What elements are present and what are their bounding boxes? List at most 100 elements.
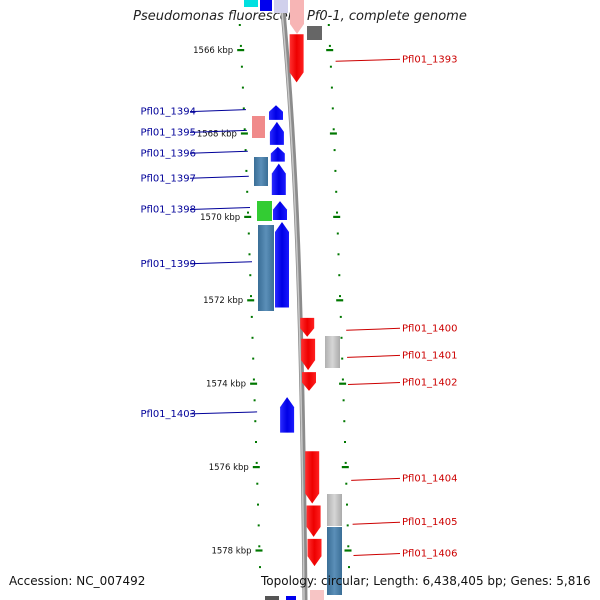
- tick-mark: [345, 482, 348, 485]
- tick-mark: [240, 65, 243, 68]
- partial-feature-top-dark: [307, 26, 322, 40]
- tick-mark: [242, 107, 245, 110]
- gene-label-leader: [347, 382, 401, 385]
- tick-mark: [333, 149, 336, 152]
- tick-mark: [252, 357, 255, 360]
- tick-mark: [346, 524, 349, 527]
- tick-mark: [245, 169, 248, 172]
- kbp-major-tick: [244, 215, 252, 218]
- tick-mark: [247, 232, 250, 235]
- gene-arrow-reverse: [300, 317, 315, 337]
- kbp-major-tick: [333, 215, 341, 218]
- partial-feature-top-lilac: [274, 0, 288, 13]
- tick-mark: [257, 503, 259, 506]
- kbp-major-tick: [326, 49, 334, 52]
- tick-mark: [258, 545, 261, 548]
- kbp-major-tick: [336, 299, 344, 302]
- gene-label: Pfl01_1397: [140, 173, 196, 184]
- gene-arrow-reverse: [289, 34, 304, 83]
- gene-features: Pfl01_1394 Pfl01_1395 Pfl01_1396 Pfl01_1397…: [140, 34, 458, 567]
- gene-label: Pfl01_1404: [402, 473, 458, 484]
- kbp-major-tick: [339, 382, 347, 385]
- kbp-major-tick: [250, 382, 258, 385]
- gene-arrow-forward: [273, 201, 287, 220]
- tick-mark: [347, 545, 350, 548]
- tick-mark: [339, 315, 342, 318]
- gene-label: Pfl01_1394: [140, 107, 196, 118]
- tick-mark: [241, 86, 244, 89]
- tick-mark: [343, 420, 346, 423]
- tick-mark: [335, 190, 338, 193]
- gene-label-leader: [353, 553, 401, 556]
- tick-mark: [252, 378, 255, 381]
- genome-backbone: [279, 0, 308, 600]
- gene-label: Pfl01_1396: [140, 148, 196, 159]
- tick-mark: [332, 128, 335, 131]
- tick-mark: [255, 441, 257, 443]
- gene-label-leader: [352, 521, 401, 525]
- tick-mark: [243, 128, 246, 131]
- kbp-label: 1576 kbp: [209, 463, 249, 473]
- tick-mark: [341, 357, 344, 360]
- gene-label-leader: [351, 477, 401, 481]
- feature-block-green: [257, 201, 272, 221]
- gene-arrow-forward: [280, 397, 295, 433]
- tick-mark: [330, 86, 333, 89]
- partial-feature-top-blue: [260, 0, 272, 11]
- gene-label: Pfl01_1401: [402, 350, 458, 361]
- gene-arrow-reverse: [302, 372, 316, 391]
- feature-block-gray-lower: [327, 494, 342, 526]
- gene-arrow-forward: [275, 222, 289, 308]
- tick-mark: [336, 211, 338, 214]
- accession-label: Accession: NC_007492: [9, 574, 146, 588]
- tick-mark: [251, 336, 254, 339]
- tick-mark: [337, 253, 340, 256]
- tick-mark: [344, 441, 346, 443]
- tick-mark: [339, 295, 341, 298]
- tick-mark: [239, 44, 242, 47]
- tick-mark: [259, 566, 261, 569]
- kbp-major-tick: [247, 299, 255, 302]
- tick-mark: [256, 482, 259, 485]
- tick-mark: [248, 253, 251, 256]
- gene-label-leader: [335, 58, 401, 62]
- tick-mark: [327, 24, 330, 26]
- feature-block-pink: [252, 116, 265, 138]
- genome-backbone-highlight: [280, 0, 305, 600]
- gene-arrow-reverse: [301, 338, 316, 371]
- gene-label-leader: [189, 261, 253, 265]
- partial-feature-top-pink-arrow: [290, 0, 304, 34]
- tick-mark: [254, 420, 257, 423]
- tick-mark: [255, 461, 258, 464]
- tick-mark: [329, 65, 332, 68]
- gene-label: Pfl01_1406: [402, 549, 458, 560]
- kbp-label: 1578 kbp: [211, 546, 251, 556]
- gene-label-leader: [189, 150, 248, 154]
- kbp-major-tick: [341, 466, 349, 469]
- gene-label: Pfl01_1399: [140, 259, 196, 270]
- tick-mark: [344, 461, 347, 464]
- feature-block-gray: [325, 336, 340, 368]
- tick-mark: [244, 149, 247, 152]
- gene-arrow-reverse: [307, 538, 322, 567]
- kbp-major-tick: [240, 132, 248, 135]
- partial-feature-bottom-dark: [265, 596, 279, 600]
- gene-arrow-forward: [269, 121, 284, 145]
- feature-block-steel: [254, 157, 268, 186]
- tick-mark: [247, 211, 249, 214]
- kbp-major-tick: [329, 132, 337, 135]
- kbp-major-tick: [255, 549, 263, 552]
- gene-arrow-forward: [271, 163, 286, 195]
- gene-label: Pfl01_1395: [140, 127, 196, 138]
- tick-mark: [346, 503, 348, 506]
- gene-label-leader: [189, 411, 258, 415]
- gene-label-leader: [189, 109, 247, 113]
- kbp-label: 1566 kbp: [193, 46, 233, 56]
- tick-mark: [238, 24, 241, 26]
- tick-mark: [253, 399, 256, 402]
- tick-mark: [334, 169, 337, 172]
- partial-feature-bottom-blue: [286, 596, 296, 600]
- tick-mark: [249, 274, 252, 277]
- kbp-scale: 1566 kbp 1568 kbp 1570 kbp 1572 kbp 1574 kbp…: [193, 46, 352, 556]
- gene-label: Pfl01_1393: [402, 54, 458, 65]
